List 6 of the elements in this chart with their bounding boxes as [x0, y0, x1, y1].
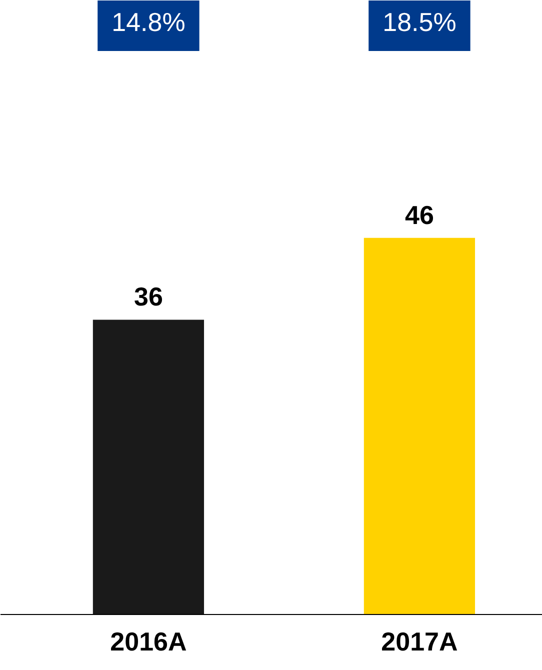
- text: 14.8%: [112, 6, 186, 37]
- text: 18.5%: [382, 6, 456, 37]
- data-label: 46: [405, 200, 434, 230]
- x-tick-label: 2017A: [381, 626, 458, 656]
- data-label: 36: [134, 282, 163, 312]
- x-tick-label: 2016A: [110, 626, 187, 656]
